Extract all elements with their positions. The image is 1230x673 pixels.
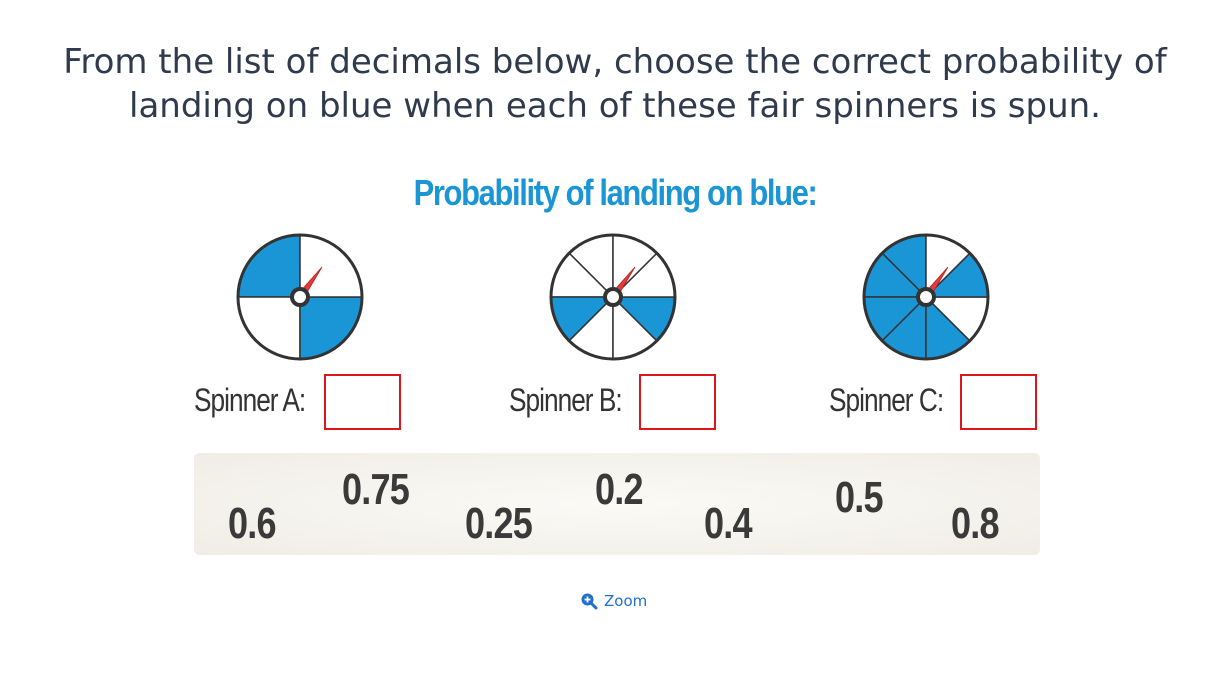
question-line-2: landing on blue when each of these fair … — [129, 86, 1101, 126]
option-tile[interactable]: 0.2 — [595, 465, 644, 514]
subtitle: Probability of landing on blue: — [413, 172, 818, 213]
spinner-b — [549, 233, 677, 361]
question-line-1: From the list of decimals below, choose … — [63, 42, 1167, 82]
zoom-in-icon — [581, 593, 598, 610]
spinner-c — [862, 233, 990, 361]
spinner-a-answer-box[interactable] — [324, 374, 401, 430]
spinner-hub — [290, 287, 310, 307]
option-tile[interactable]: 0.25 — [465, 499, 533, 548]
options-tray — [194, 453, 1040, 555]
spinner-c-label: Spinner C: — [829, 382, 944, 418]
zoom-label: Zoom — [604, 592, 648, 610]
spinner-b-answer-box[interactable] — [639, 374, 716, 430]
option-tile[interactable]: 0.8 — [951, 499, 1000, 548]
spinner-b-label: Spinner B: — [509, 382, 623, 418]
question-text: From the list of decimals below, choose … — [40, 40, 1190, 128]
spinner-a-label: Spinner A: — [194, 382, 306, 418]
option-tile[interactable]: 0.5 — [835, 473, 884, 522]
spinner-hub — [916, 287, 936, 307]
option-tile[interactable]: 0.4 — [704, 499, 753, 548]
spinner-c-answer-box[interactable] — [960, 374, 1037, 430]
option-tile[interactable]: 0.75 — [342, 465, 410, 514]
zoom-button[interactable]: Zoom — [580, 590, 647, 612]
option-tile[interactable]: 0.6 — [228, 499, 277, 548]
spinner-hub — [603, 287, 623, 307]
spinner-a — [236, 233, 364, 361]
